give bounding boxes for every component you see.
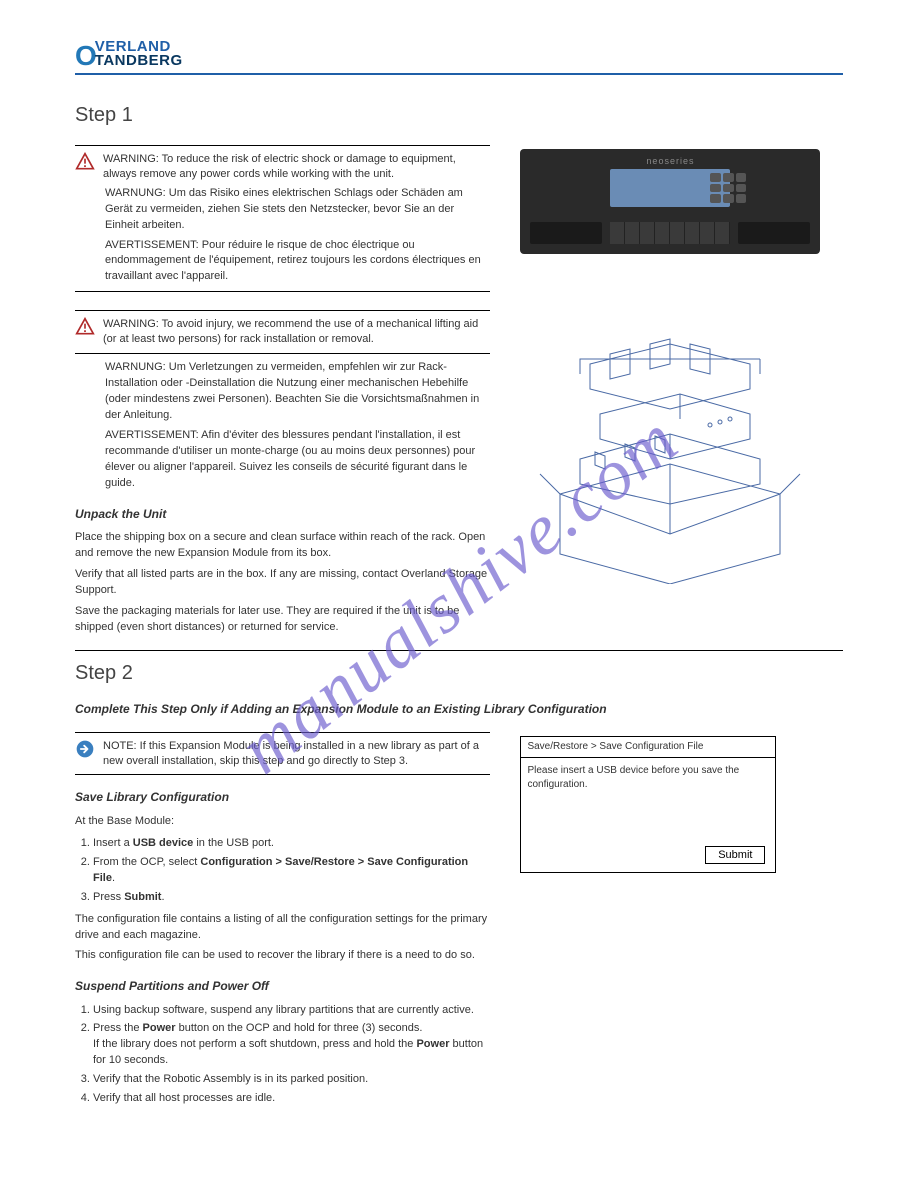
device-bay-left <box>530 222 602 244</box>
device-led-strip <box>610 222 730 244</box>
warn1-en: WARNING: To reduce the risk of electric … <box>103 153 456 180</box>
save-p1: The configuration file contains a listin… <box>75 912 490 944</box>
warning-icon <box>75 152 95 172</box>
warn2-fr: AVERTISSEMENT: Afin d'éviter des blessur… <box>105 428 490 492</box>
warning-2: WARNING: To avoid injury, we recommend t… <box>75 317 490 347</box>
rule <box>75 774 490 775</box>
warning-1: WARNING: To reduce the risk of electric … <box>75 152 490 182</box>
step2-subtitle: Complete This Step Only if Adding an Exp… <box>75 701 843 718</box>
rule <box>75 145 490 146</box>
device-brand-label: neoseries <box>646 155 694 168</box>
arrow-icon <box>75 739 95 759</box>
list-item: Press Submit. <box>93 890 490 906</box>
warn1-de: WARNUNG: Um das Risiko eines elektrische… <box>105 186 490 234</box>
rule <box>75 310 490 311</box>
unpack-p2: Verify that all listed parts are in the … <box>75 567 490 599</box>
warning-text: WARNING: To reduce the risk of electric … <box>103 152 490 182</box>
device-bay-right <box>738 222 810 244</box>
note-text: NOTE: If this Expansion Module is being … <box>103 739 490 769</box>
device-buttons <box>710 173 746 203</box>
note-skip: NOTE: If this Expansion Module is being … <box>75 739 490 769</box>
step2-title: Step 2 <box>75 659 843 687</box>
device-illustration: neoseries <box>520 149 820 254</box>
list-item: Using backup software, suspend any libra… <box>93 1003 490 1019</box>
rule <box>75 732 490 733</box>
submit-button[interactable]: Submit <box>705 846 765 864</box>
list-item: Press the Power button on the OCP and ho… <box>93 1021 490 1069</box>
logo-tandberg: TANDBERG <box>95 54 183 68</box>
list-item: Verify that all host processes are idle. <box>93 1091 490 1107</box>
step1-title: Step 1 <box>75 101 843 129</box>
list-item: Verify that the Robotic Assembly is in i… <box>93 1072 490 1088</box>
save-dialog-header: Save/Restore > Save Configuration File <box>521 737 775 758</box>
save-dialog: Save/Restore > Save Configuration File P… <box>520 736 776 873</box>
unpack-p1: Place the shipping box on a secure and c… <box>75 530 490 562</box>
warn2-de: WARNUNG: Um Verletzungen zu vermeiden, e… <box>105 360 490 424</box>
unpack-p3: Save the packaging materials for later u… <box>75 604 490 636</box>
warning-icon <box>75 317 95 337</box>
logo-o: O <box>75 45 97 67</box>
rule <box>75 291 490 292</box>
warn2-en: WARNING: To avoid injury, we recommend t… <box>103 318 478 345</box>
save-steps: Insert a USB device in the USB port. Fro… <box>75 836 490 906</box>
save-p2: This configuration file can be used to r… <box>75 948 490 964</box>
unpack-illustration <box>520 304 820 584</box>
suspend-heading: Suspend Partitions and Power Off <box>75 978 490 995</box>
list-item: Insert a USB device in the USB port. <box>93 836 490 852</box>
save-intro: At the Base Module: <box>75 814 490 830</box>
unpack-heading: Unpack the Unit <box>75 506 490 523</box>
rule-wide <box>75 650 843 651</box>
save-dialog-message: Please insert a USB device before you sa… <box>521 758 775 842</box>
save-config-heading: Save Library Configuration <box>75 789 490 806</box>
rule <box>75 353 490 354</box>
suspend-steps: Using backup software, suspend any libra… <box>75 1003 490 1108</box>
warning-text: WARNING: To avoid injury, we recommend t… <box>103 317 490 347</box>
logo: O VERLAND TANDBERG <box>75 40 843 67</box>
list-item: From the OCP, select Configuration > Sav… <box>93 855 490 887</box>
warn1-fr: AVERTISSEMENT: Pour réduire le risque de… <box>105 238 490 286</box>
header-rule <box>75 73 843 75</box>
